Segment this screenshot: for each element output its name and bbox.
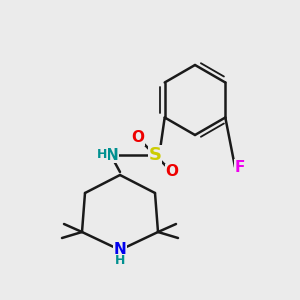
Text: H: H bbox=[97, 148, 107, 160]
Text: S: S bbox=[148, 146, 161, 164]
Text: O: O bbox=[131, 130, 145, 146]
Text: N: N bbox=[106, 148, 118, 163]
Text: F: F bbox=[235, 160, 245, 175]
Text: H: H bbox=[115, 254, 125, 268]
Text: O: O bbox=[166, 164, 178, 179]
Text: N: N bbox=[114, 242, 126, 257]
